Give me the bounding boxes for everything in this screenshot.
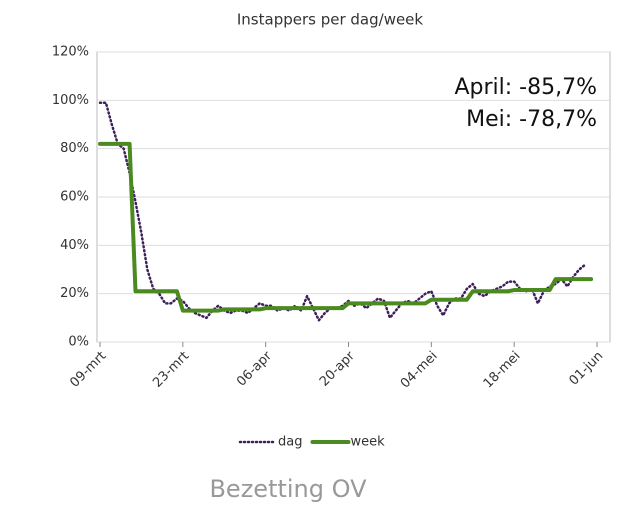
x-tick-label: 20-apr (317, 348, 358, 389)
x-tick-label: 04-mei (398, 349, 441, 392)
legend-label: week (350, 435, 385, 450)
x-tick-label: 01-jun (566, 349, 606, 389)
x-tick-label: 06-apr (234, 348, 275, 389)
legend-label: dag (278, 435, 302, 450)
y-tick-label: 40% (60, 238, 89, 253)
chart-title: Instappers per dag/week (237, 11, 424, 29)
series-line (98, 101, 587, 322)
y-tick-label: 80% (60, 141, 89, 156)
x-tick-label: 09-mrt (67, 349, 109, 391)
y-tick-label: 100% (52, 93, 89, 108)
y-tick-label: 20% (60, 286, 89, 301)
y-tick-label: 120% (52, 45, 89, 60)
annotation: Mei: -78,7% (466, 107, 597, 132)
y-tick-label: 60% (60, 190, 89, 205)
series-line (98, 141, 594, 313)
y-tick-label: 0% (68, 335, 89, 350)
x-tick-label: 18-mei (481, 349, 524, 392)
annotation: April: -85,7% (454, 75, 597, 100)
x-tick-label: 23-mrt (150, 349, 192, 391)
caption: Bezetting OV (209, 475, 367, 503)
